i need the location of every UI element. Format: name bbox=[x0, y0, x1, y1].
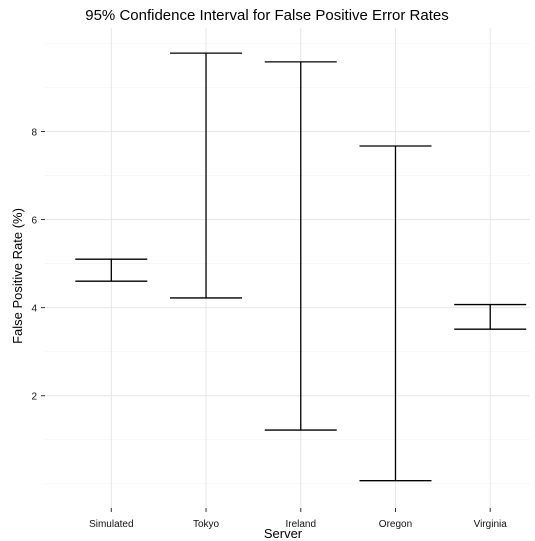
error-bar bbox=[170, 52, 243, 299]
error-bar bbox=[75, 258, 148, 282]
x-axis: Simulated Tokyo Ireland Oregon Virginia bbox=[89, 508, 507, 530]
error-bar bbox=[359, 145, 432, 482]
chart-title: 95% Confidence Interval for False Positi… bbox=[85, 7, 449, 24]
x-tick-label: Ireland bbox=[285, 519, 316, 530]
y-tick-label: 8 bbox=[31, 127, 37, 138]
x-tick-label: Virginia bbox=[474, 519, 508, 530]
x-tick-label: Tokyo bbox=[193, 519, 220, 530]
y-axis-label: False Positive Rate (%) bbox=[10, 208, 25, 344]
x-tick-label: Oregon bbox=[379, 519, 412, 530]
y-axis: 2 4 6 8 bbox=[31, 127, 45, 403]
y-tick-label: 2 bbox=[31, 392, 37, 403]
error-bars bbox=[75, 52, 527, 482]
error-bar bbox=[264, 61, 337, 431]
x-tick-label: Simulated bbox=[89, 519, 133, 530]
y-tick-label: 4 bbox=[31, 304, 37, 315]
y-tick-label: 6 bbox=[31, 216, 37, 227]
error-bar bbox=[454, 303, 527, 330]
x-axis-label: Server bbox=[264, 526, 303, 541]
